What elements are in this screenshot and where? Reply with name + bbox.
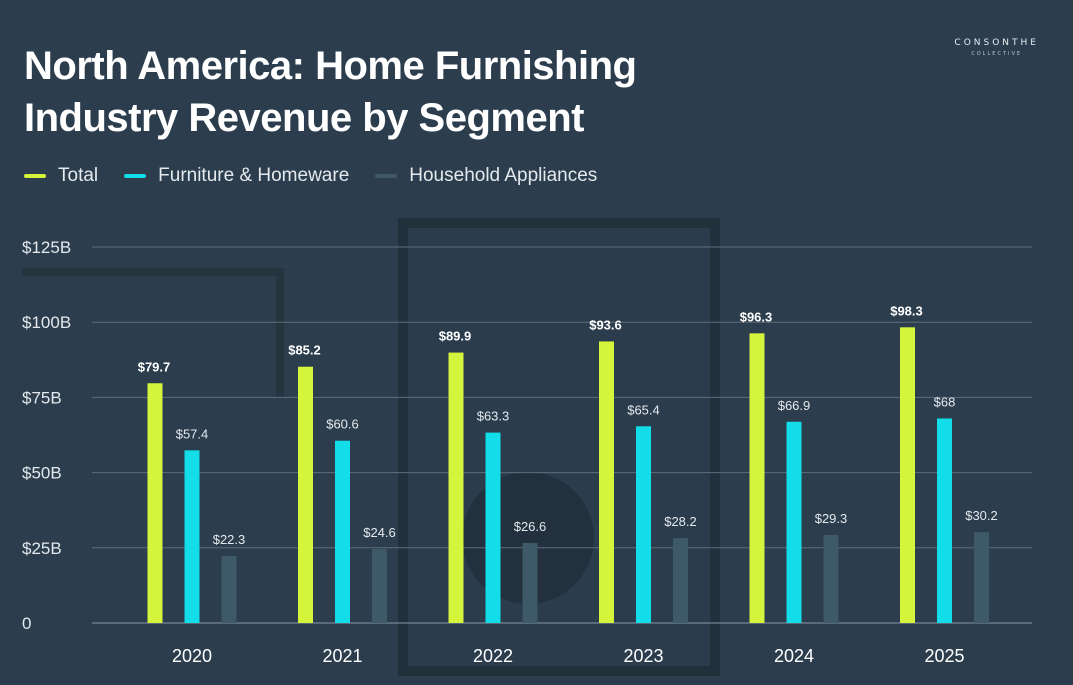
bar [786, 421, 802, 623]
bar [673, 538, 688, 623]
data-label: $68 [934, 394, 956, 409]
x-tick-label: 2021 [322, 646, 362, 666]
bar [184, 450, 200, 623]
bar [522, 542, 538, 623]
bar [823, 534, 839, 623]
data-label: $24.6 [363, 525, 396, 540]
data-label: $93.6 [589, 317, 622, 332]
legend-swatch-furniture [124, 174, 147, 178]
chart-legend: Total Furniture & Homeware Household App… [24, 165, 597, 187]
bar [448, 352, 464, 623]
data-label: $29.3 [815, 511, 848, 526]
legend-item-appliances: Household Appliances [375, 165, 597, 187]
y-tick-label: $75B [22, 388, 62, 407]
data-label: $60.6 [326, 417, 359, 432]
data-label: $30.2 [965, 508, 998, 523]
data-label: $89.9 [439, 329, 472, 344]
logo-subtitle: COLLECTIVE [971, 51, 1023, 57]
bar [937, 418, 952, 623]
chart-title: North America: Home Furnishing Industry … [24, 40, 637, 144]
x-tick-label: 2025 [924, 646, 964, 666]
bar [221, 555, 237, 623]
bar [636, 426, 651, 623]
data-label: $22.3 [213, 532, 246, 547]
x-tick-label: 2020 [172, 646, 212, 666]
y-tick-label: 0 [22, 614, 31, 633]
bar [335, 440, 350, 623]
y-tick-label: $125B [22, 238, 71, 257]
bar [372, 549, 387, 623]
data-label: $66.9 [778, 398, 811, 413]
legend-item-total: Total [24, 165, 98, 187]
x-tick-label: 2023 [623, 646, 663, 666]
x-tick-label: 2024 [774, 646, 814, 666]
legend-swatch-appliances [375, 174, 398, 178]
x-tick-label: 2022 [473, 646, 513, 666]
bar [298, 366, 313, 623]
data-label: $85.2 [288, 343, 321, 358]
bar [974, 532, 989, 623]
data-label: $79.7 [138, 359, 171, 374]
bar [599, 341, 614, 623]
y-tick-label: $50B [22, 464, 62, 483]
legend-swatch-total [24, 174, 46, 178]
bar [900, 327, 915, 623]
y-tick-label: $25B [22, 539, 62, 558]
y-tick-label: $100B [22, 313, 71, 332]
data-label: $63.3 [477, 409, 510, 424]
bar [749, 333, 765, 623]
brand-logo: CONSONTHE COLLECTIVE [954, 38, 1039, 57]
title-line-2: Industry Revenue by Segment [24, 96, 584, 140]
legend-label-furniture: Furniture & Homeware [158, 165, 350, 186]
data-label: $65.4 [627, 402, 660, 417]
background-bracket-decoration [22, 268, 284, 398]
data-label: $57.4 [176, 426, 209, 441]
data-label: $98.3 [890, 303, 923, 318]
data-label: $28.2 [664, 514, 697, 529]
data-label: $26.6 [514, 519, 547, 534]
title-line-1: North America: Home Furnishing [24, 44, 637, 88]
bar [485, 432, 501, 623]
logo-wordmark: CONSONTHE [954, 38, 1039, 48]
legend-label-appliances: Household Appliances [409, 165, 598, 186]
bar [147, 383, 163, 623]
legend-label-total: Total [58, 165, 99, 186]
legend-item-furniture: Furniture & Homeware [124, 165, 349, 187]
data-label: $96.3 [740, 309, 773, 324]
